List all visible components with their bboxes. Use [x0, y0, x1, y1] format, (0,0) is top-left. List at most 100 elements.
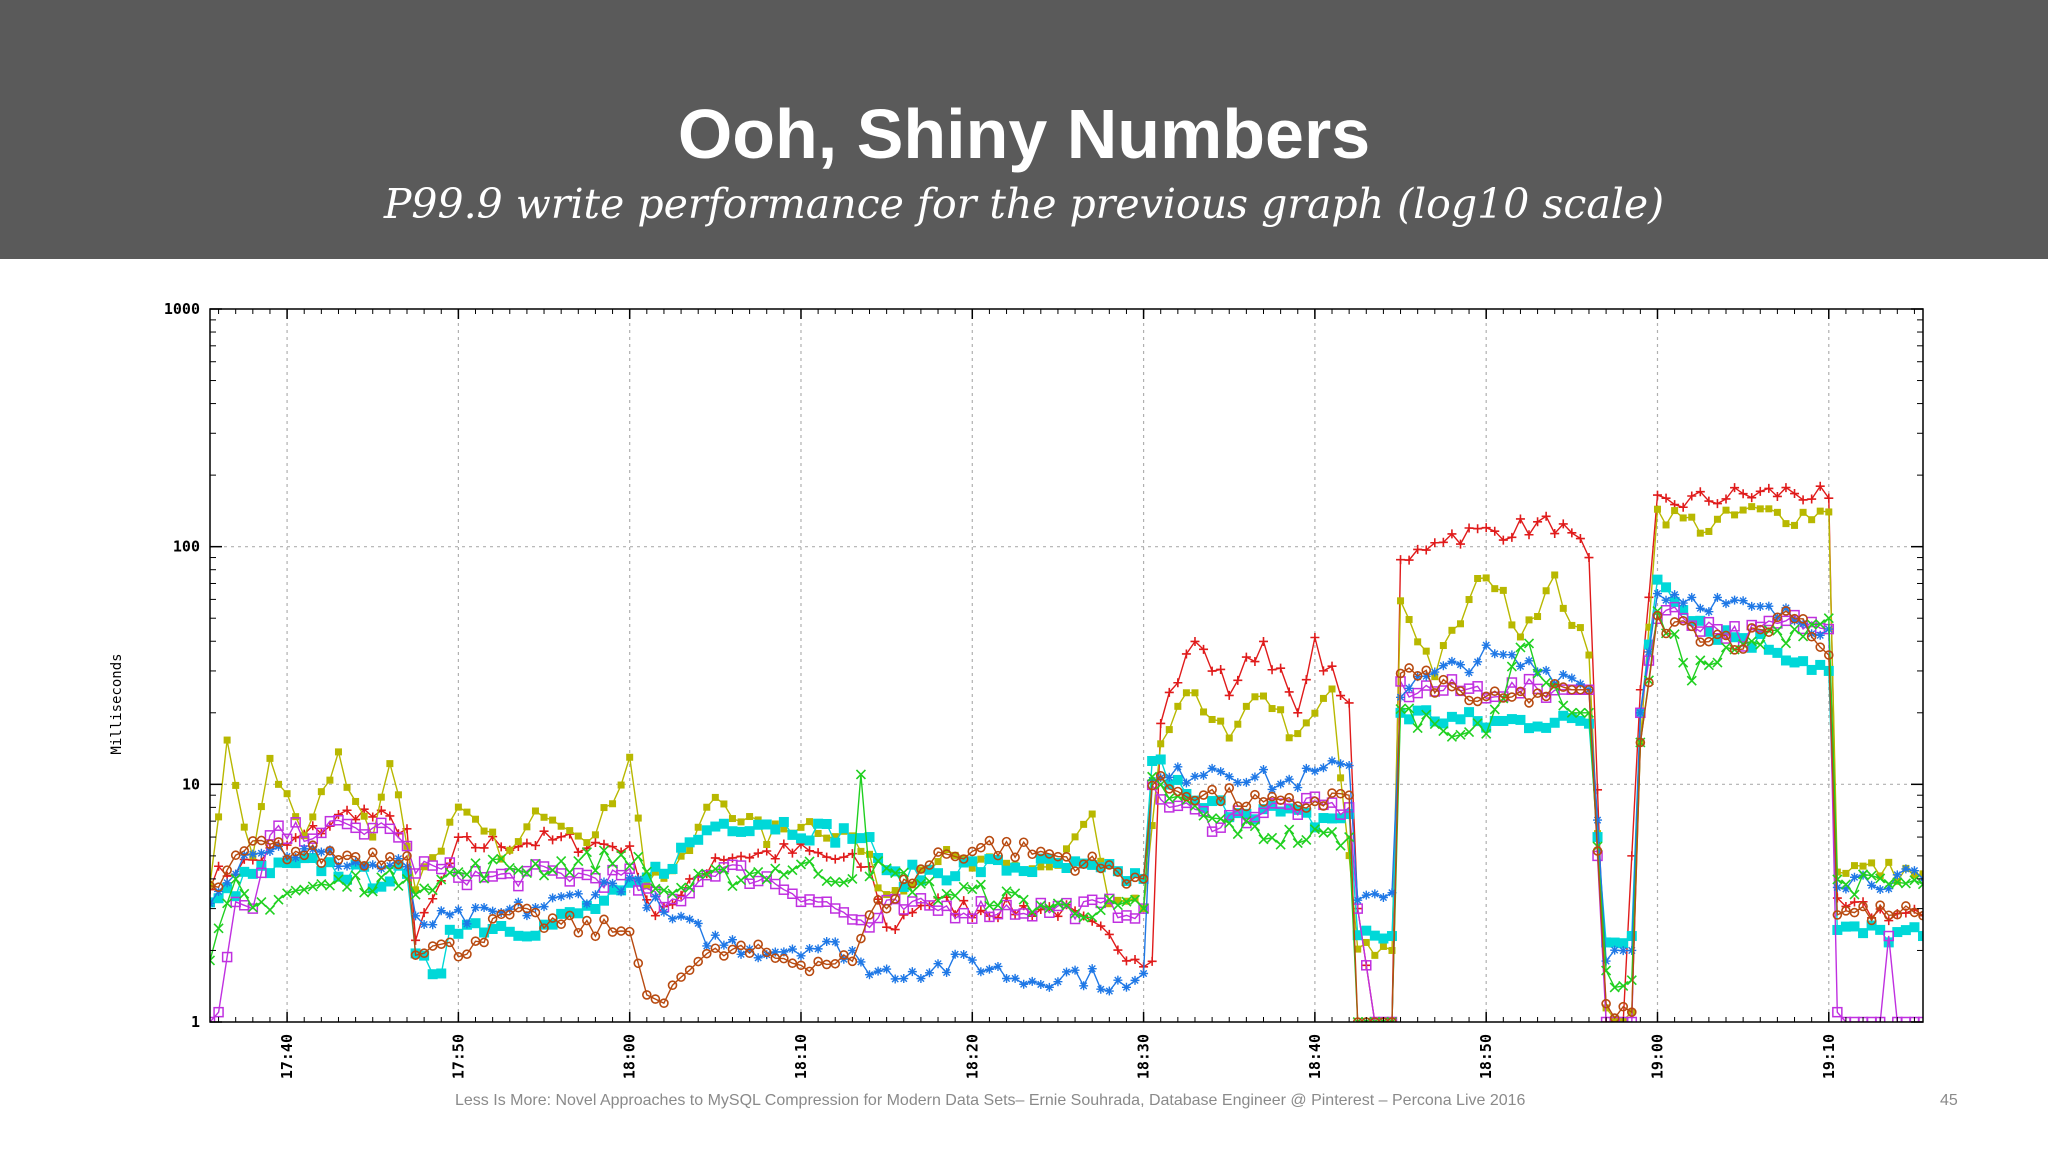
- data-point: [273, 857, 284, 868]
- data-point: [368, 812, 378, 822]
- data-point: [1678, 605, 1689, 616]
- slide-title: Ooh, Shiny Numbers: [677, 95, 1371, 173]
- data-point: [1781, 483, 1791, 493]
- data-point: [1551, 571, 1559, 579]
- data-point: [1003, 859, 1011, 867]
- data-point: [1335, 788, 1346, 799]
- y-tick-label: 1: [191, 1013, 200, 1031]
- data-point: [506, 846, 514, 854]
- data-point: [1352, 1017, 1363, 1022]
- data-point: [608, 842, 618, 852]
- data-point: [795, 859, 807, 870]
- data-point: [1678, 598, 1688, 608]
- data-point: [1277, 706, 1285, 714]
- data-point: [1412, 705, 1423, 716]
- data-point: [1035, 853, 1046, 864]
- data-point: [265, 846, 275, 856]
- data-point: [1267, 800, 1278, 811]
- data-point: [1053, 911, 1063, 921]
- data-point: [1704, 636, 1714, 647]
- data-point: [540, 813, 548, 821]
- data-point: [1815, 659, 1826, 670]
- data-point: [1756, 505, 1764, 513]
- data-point: [333, 861, 343, 871]
- data-point: [873, 966, 883, 976]
- data-point: [1354, 945, 1362, 953]
- data-point: [1061, 863, 1072, 874]
- data-point: [1267, 784, 1277, 794]
- data-point: [479, 873, 490, 884]
- data-point: [1798, 631, 1809, 642]
- data-point: [1542, 587, 1550, 595]
- data-point: [427, 969, 438, 980]
- data-point: [804, 856, 815, 867]
- data-point: [427, 941, 438, 951]
- data-point: [1652, 490, 1662, 500]
- data-point: [1113, 945, 1123, 955]
- data-point: [1876, 872, 1884, 880]
- data-point: [1070, 866, 1080, 876]
- data-point: [1653, 505, 1661, 513]
- data-point: [1129, 913, 1141, 924]
- data-point: [830, 937, 840, 947]
- data-point: [1515, 714, 1526, 725]
- data-point: [967, 856, 978, 867]
- data-point: [1909, 875, 1920, 886]
- data-point: [838, 877, 849, 888]
- data-point: [727, 826, 738, 837]
- data-point: [744, 826, 755, 837]
- data-point: [1849, 907, 1860, 918]
- data-point: [1421, 709, 1432, 720]
- data-point: [522, 838, 532, 848]
- data-point: [778, 869, 789, 880]
- data-point: [1309, 822, 1320, 833]
- data-point: [1052, 898, 1064, 909]
- data-point: [941, 849, 952, 859]
- data-point: [1764, 627, 1774, 637]
- data-point: [1919, 870, 1923, 878]
- data-point: [710, 821, 721, 832]
- data-point: [1618, 1001, 1629, 1012]
- data-point: [770, 863, 781, 874]
- data-point: [915, 875, 926, 886]
- data-point: [1147, 780, 1157, 791]
- data-point: [1071, 833, 1079, 841]
- data-point: [410, 868, 421, 879]
- data-point: [1729, 632, 1740, 643]
- data-point: [806, 818, 814, 826]
- data-point: [393, 880, 404, 891]
- data-point: [1104, 986, 1114, 996]
- data-point: [1080, 820, 1088, 828]
- data-point: [309, 813, 317, 821]
- data-point: [685, 874, 695, 884]
- data-point: [1670, 590, 1680, 600]
- data-point: [1010, 888, 1021, 899]
- data-point: [761, 819, 772, 830]
- data-point: [1027, 867, 1038, 878]
- data-point: [1139, 968, 1149, 978]
- data-point: [291, 853, 301, 863]
- data-point: [1868, 859, 1876, 867]
- data-point: [1712, 592, 1722, 602]
- data-point: [1284, 824, 1295, 835]
- data-point: [1532, 721, 1543, 732]
- data-point: [1566, 713, 1577, 724]
- data-point: [307, 881, 318, 892]
- data-point: [1720, 642, 1732, 653]
- data-point: [882, 922, 892, 932]
- data-point: [1455, 539, 1465, 549]
- data-point: [223, 736, 231, 744]
- data-point: [384, 823, 396, 835]
- data-point: [598, 845, 610, 856]
- data-point: [317, 788, 325, 796]
- data-point: [282, 851, 292, 861]
- data-point: [230, 873, 241, 884]
- data-point: [1883, 878, 1894, 889]
- data-point: [1061, 897, 1072, 909]
- data-point: [1859, 862, 1867, 870]
- data-point: [222, 898, 233, 909]
- data-point: [573, 927, 584, 938]
- data-point: [376, 881, 387, 892]
- data-point: [1763, 644, 1774, 655]
- data-point: [1070, 856, 1081, 867]
